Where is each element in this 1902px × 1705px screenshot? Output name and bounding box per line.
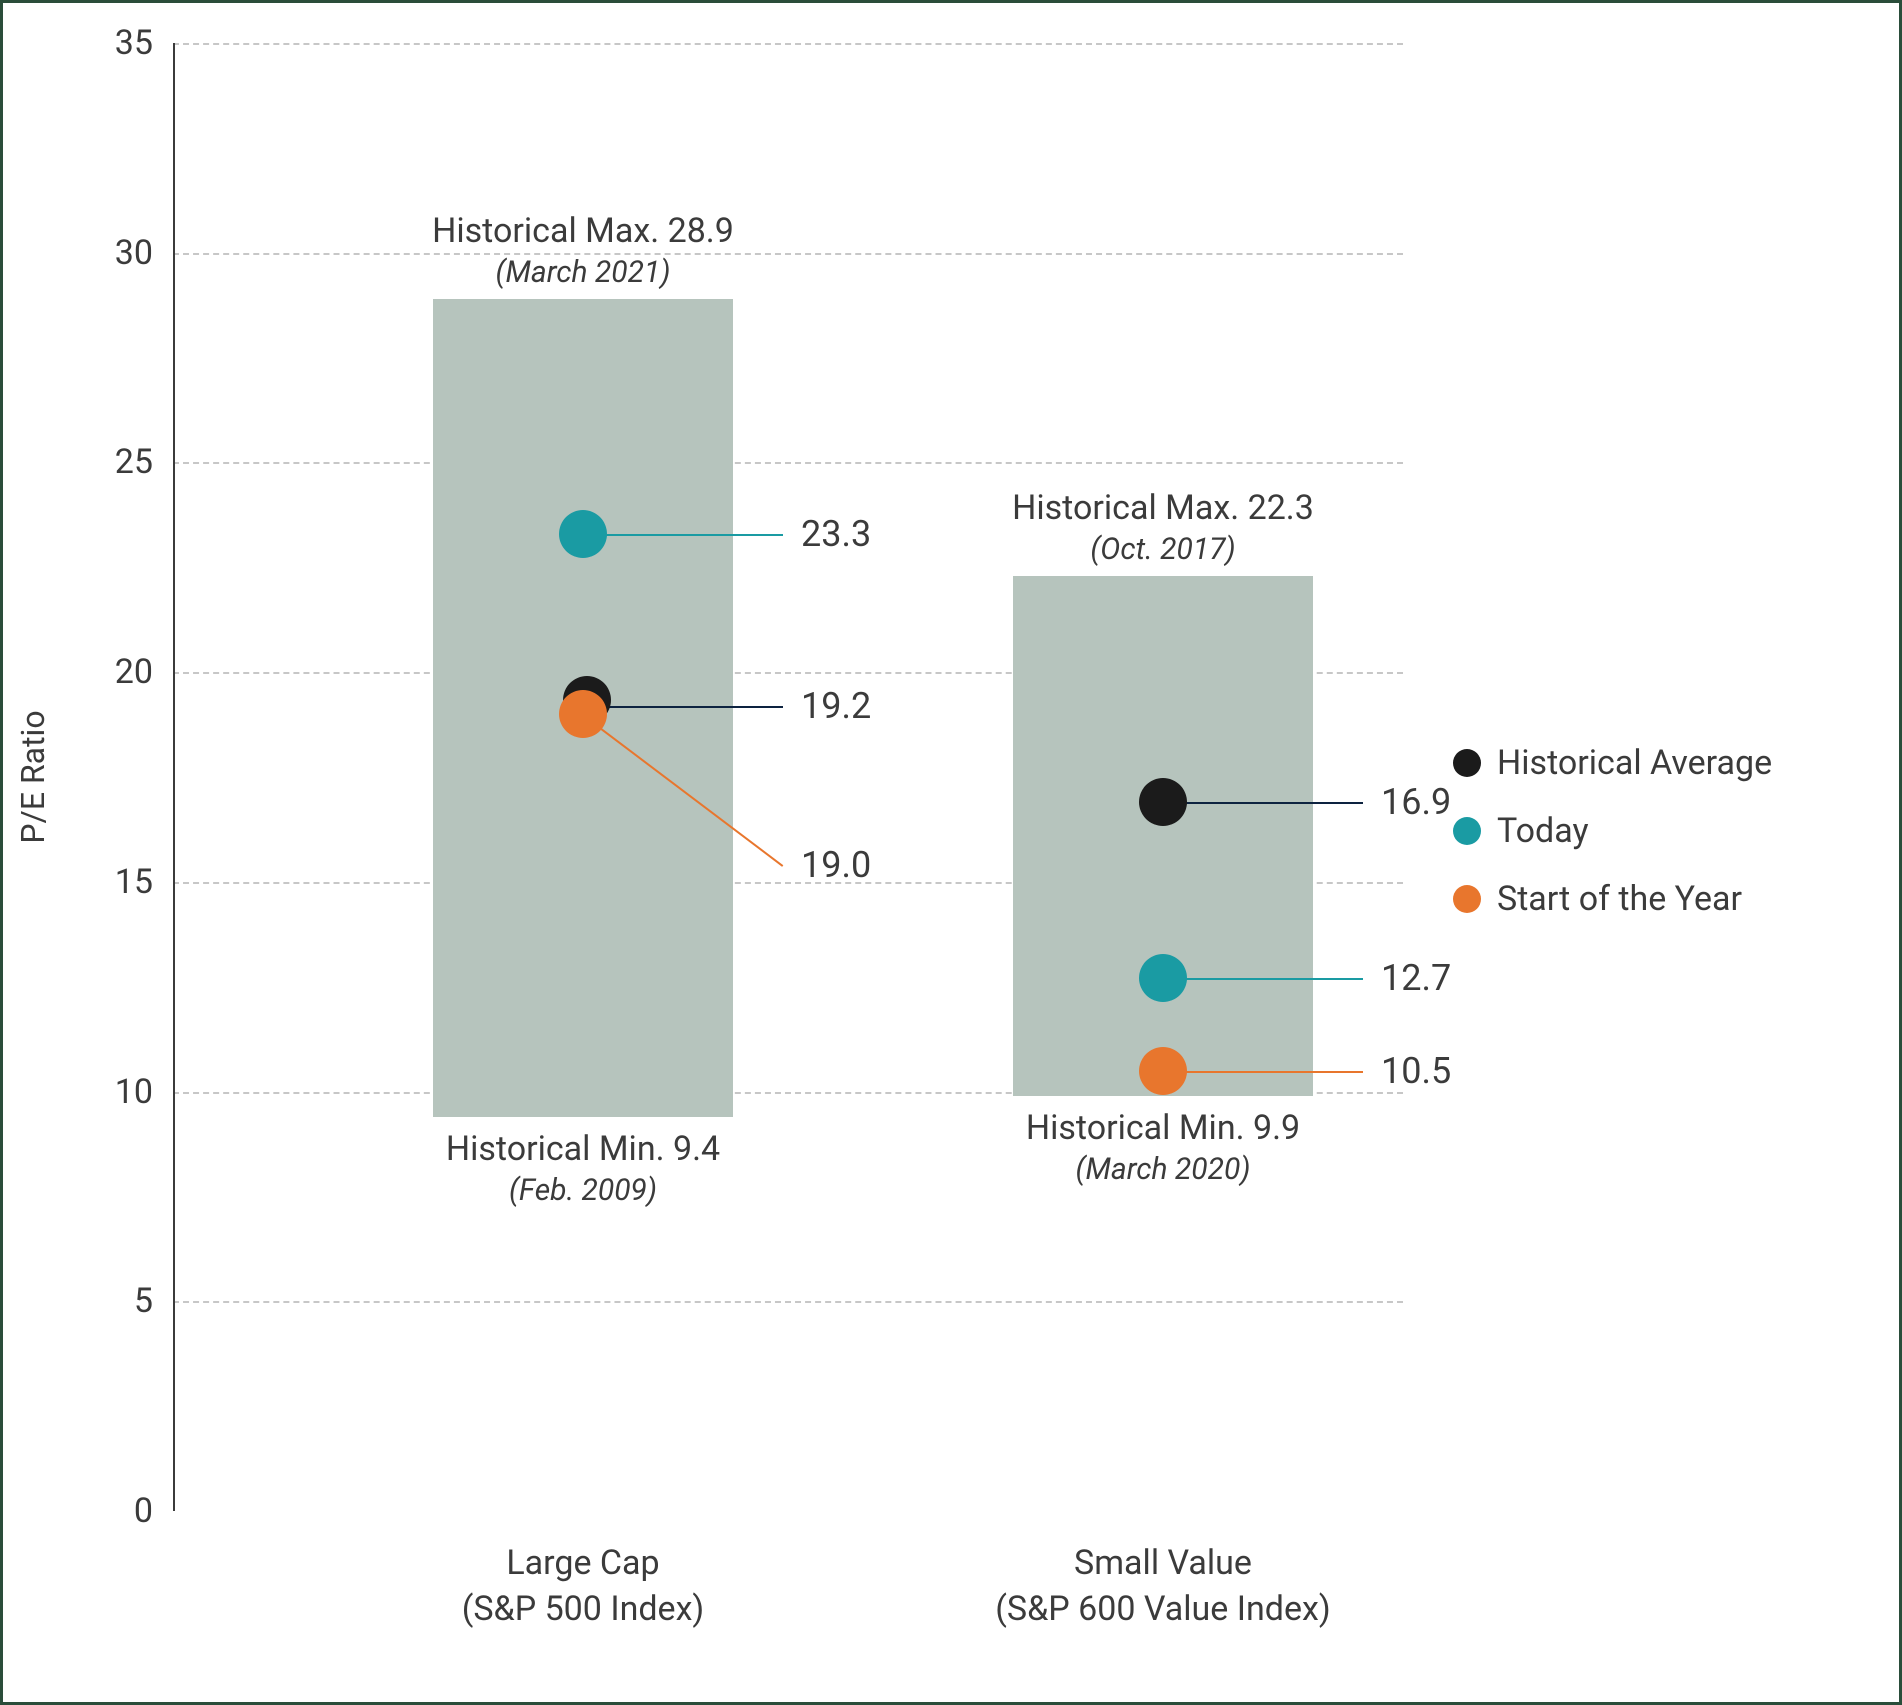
data-marker xyxy=(1139,778,1187,826)
point-label: 10.5 xyxy=(1381,1050,1451,1092)
y-tick-label: 30 xyxy=(83,233,153,273)
point-label: 12.7 xyxy=(1381,957,1451,999)
leader-line xyxy=(1163,978,1363,980)
y-axis-line xyxy=(173,43,175,1511)
range-bar xyxy=(1013,576,1313,1096)
gridline xyxy=(173,1301,1403,1303)
data-marker xyxy=(1139,954,1187,1002)
leader-line xyxy=(583,706,783,708)
leader-line xyxy=(1163,802,1363,804)
gridline xyxy=(173,43,1403,45)
leader-line xyxy=(583,534,783,536)
y-tick-label: 20 xyxy=(83,652,153,692)
range-min-label: Historical Min. 9.4(Feb. 2009) xyxy=(446,1127,720,1210)
data-marker xyxy=(559,510,607,558)
range-max-label: Historical Max. 28.9(March 2021) xyxy=(432,209,734,292)
y-tick-label: 0 xyxy=(83,1491,153,1531)
point-label: 23.3 xyxy=(801,513,871,555)
y-tick-label: 25 xyxy=(83,442,153,482)
legend-item: Start of the Year xyxy=(1453,879,1772,919)
point-label: 19.0 xyxy=(801,844,871,886)
y-tick-label: 5 xyxy=(83,1281,153,1321)
gridline xyxy=(173,462,1403,464)
category-label: Large Cap(S&P 500 Index) xyxy=(462,1541,705,1633)
legend-label: Historical Average xyxy=(1497,743,1772,783)
point-label: 19.2 xyxy=(801,685,871,727)
legend-swatch xyxy=(1453,749,1481,777)
y-tick-label: 10 xyxy=(83,1072,153,1112)
y-axis-title: P/E Ratio xyxy=(14,710,52,843)
legend-swatch xyxy=(1453,885,1481,913)
range-min-label: Historical Min. 9.9(March 2020) xyxy=(1026,1106,1300,1189)
legend-label: Start of the Year xyxy=(1497,879,1742,919)
data-marker xyxy=(559,690,607,738)
y-tick-label: 35 xyxy=(83,23,153,63)
range-max-label: Historical Max. 22.3(Oct. 2017) xyxy=(1012,486,1314,569)
chart-frame: P/E Ratio Historical Average Today Start o… xyxy=(0,0,1902,1705)
legend-item: Today xyxy=(1453,811,1772,851)
legend-item: Historical Average xyxy=(1453,743,1772,783)
legend-label: Today xyxy=(1497,811,1589,851)
legend-swatch xyxy=(1453,817,1481,845)
category-label: Small Value(S&P 600 Value Index) xyxy=(995,1541,1330,1633)
leader-line xyxy=(1163,1071,1363,1073)
legend: Historical Average Today Start of the Year xyxy=(1453,743,1772,947)
point-label: 16.9 xyxy=(1381,781,1451,823)
gridline xyxy=(173,253,1403,255)
plot-area xyxy=(173,43,1403,1511)
y-tick-label: 15 xyxy=(83,862,153,902)
data-marker xyxy=(1139,1047,1187,1095)
